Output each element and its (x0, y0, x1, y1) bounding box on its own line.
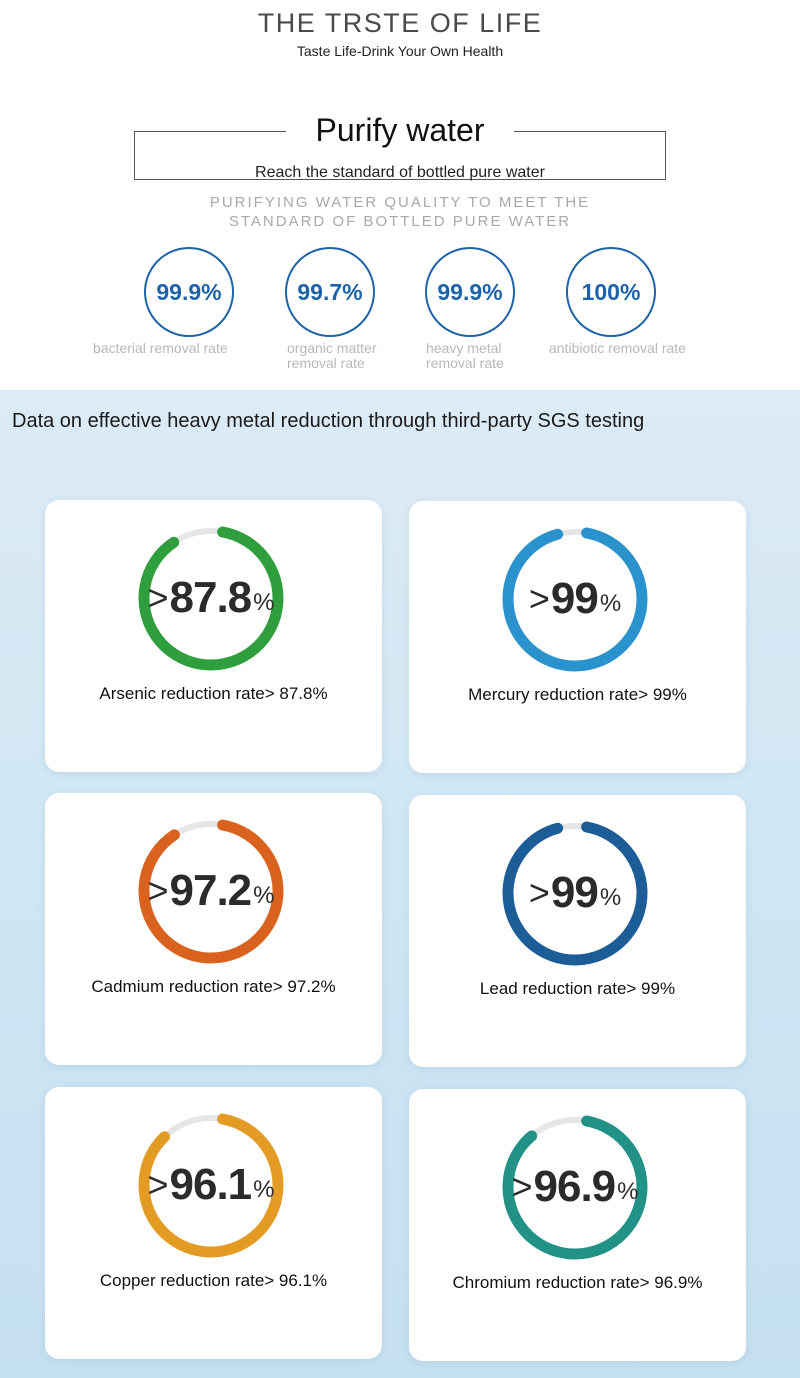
gauge-arc (502, 526, 648, 672)
metal-caption: Lead reduction rate> 99% (479, 979, 676, 998)
gauge-number: 87.8 (169, 573, 253, 622)
rate-circle-bacterial: 99.9% (144, 247, 234, 337)
brand-title: THE TRSTE OF LIFE (257, 8, 543, 38)
gauge-arc (138, 1112, 284, 1258)
metal-card-cadmium: >97.2% Cadmium reduction rate> 97.2% (45, 793, 382, 1065)
rate-label-heavy-metal: heavy metal removal rate (426, 341, 504, 371)
gauge-value: >99% (499, 523, 651, 675)
gauge-ring (502, 1114, 648, 1260)
purify-caps-text: PURIFYING WATER QUALITY TO MEET THE STAN… (0, 193, 800, 231)
gauge-ring (502, 820, 648, 966)
gauge-value: >97.2% (135, 815, 287, 967)
metal-caption: Chromium reduction rate> 96.9% (452, 1273, 703, 1292)
purify-title: Purify water (315, 112, 485, 148)
gauge-arc (502, 1114, 648, 1260)
gauge-gt-sign: > (528, 872, 550, 913)
rate-value: 99.9% (437, 278, 503, 305)
metal-card-copper: >96.1% Copper reduction rate> 96.1% (45, 1087, 382, 1359)
gauge-arc (502, 820, 648, 966)
metal-card-mercury: >99% Mercury reduction rate> 99% (409, 501, 746, 773)
gauge-number: 96.1 (169, 1160, 253, 1209)
rate-circle-heavy-metal: 99.9% (425, 247, 515, 337)
rate-value: 100% (581, 278, 641, 305)
gauge-number: 99 (550, 868, 599, 917)
gauge-arc (138, 818, 284, 964)
gauge-number: 97.2 (169, 866, 253, 915)
gauge-percent-sign: % (253, 882, 275, 909)
gauge-percent-sign: % (253, 589, 275, 616)
metal-card-chromium: >96.9% Chromium reduction rate> 96.9% (409, 1089, 746, 1361)
gauge-arc (138, 525, 284, 671)
gauge-value: >96.1% (135, 1109, 287, 1261)
rate-label-organic: organic matter removal rate (287, 341, 376, 371)
gauge-value: >96.9% (499, 1111, 651, 1263)
gauge-value: >99% (499, 817, 651, 969)
gauge-ring (138, 525, 284, 671)
metal-caption: Cadmium reduction rate> 97.2% (91, 977, 336, 996)
gauge-gt-sign: > (147, 577, 169, 618)
gauge-percent-sign: % (253, 1176, 275, 1203)
frame-line-left (134, 131, 286, 132)
metal-caption: Arsenic reduction rate> 87.8% (99, 684, 328, 703)
metal-caption: Mercury reduction rate> 99% (468, 685, 687, 704)
rate-label-line2: removal rate (426, 355, 504, 371)
rate-circle-organic: 99.7% (285, 247, 375, 337)
gauge-gt-sign: > (528, 578, 550, 619)
gauge-percent-sign: % (599, 884, 622, 911)
metal-caption: Copper reduction rate> 96.1% (99, 1271, 328, 1290)
section-title: Data on effective heavy metal reduction … (12, 410, 645, 432)
rate-label-bacterial: bacterial removal rate (93, 340, 228, 356)
metal-card-arsenic: >87.8% Arsenic reduction rate> 87.8% (45, 500, 382, 772)
gauge-percent-sign: % (599, 590, 622, 617)
metal-card-lead: >99% Lead reduction rate> 99% (409, 795, 746, 1067)
frame-line-right (514, 131, 666, 132)
rate-label-line2: removal rate (287, 355, 365, 371)
rate-label-line1: organic matter (287, 340, 377, 356)
gauge-gt-sign: > (511, 1166, 533, 1207)
gauge-ring (502, 526, 648, 672)
purify-caps-line1: PURIFYING WATER QUALITY TO MEET THE (209, 194, 591, 211)
purify-frame (134, 131, 666, 180)
gauge-gt-sign: > (147, 870, 169, 911)
rate-value: 99.9% (156, 278, 222, 305)
rate-circle-antibiotic: 100% (566, 247, 656, 337)
brand-slogan: Taste Life-Drink Your Own Health (296, 43, 504, 59)
gauge-value: >87.8% (135, 522, 287, 674)
purify-caps-line2: STANDARD OF BOTTLED PURE WATER (228, 213, 572, 230)
gauge-percent-sign: % (617, 1178, 639, 1205)
gauge-ring (138, 1112, 284, 1258)
gauge-number: 96.9 (533, 1162, 617, 1211)
purify-subtitle: Reach the standard of bottled pure water (255, 164, 545, 181)
rate-label-antibiotic: antibiotic removal rate (549, 340, 686, 356)
rate-label-line1: heavy metal (426, 340, 502, 356)
rate-value: 99.7% (297, 278, 363, 305)
gauge-number: 99 (550, 574, 599, 623)
gauge-ring (138, 818, 284, 964)
gauge-gt-sign: > (147, 1164, 169, 1205)
